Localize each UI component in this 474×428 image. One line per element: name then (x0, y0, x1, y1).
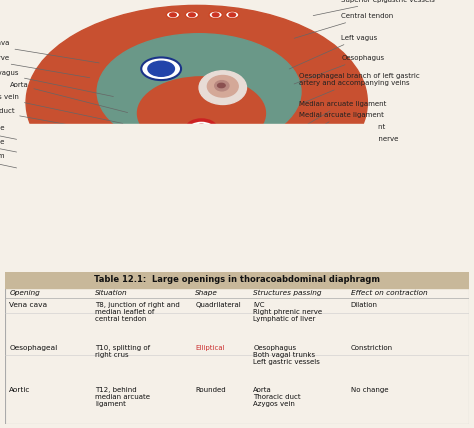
Circle shape (191, 179, 198, 183)
Text: Effect on contraction: Effect on contraction (351, 290, 428, 296)
Ellipse shape (215, 80, 229, 91)
Circle shape (206, 148, 214, 153)
Text: Subcostal vessels and nerve: Subcostal vessels and nerve (299, 136, 398, 159)
Circle shape (212, 13, 219, 17)
Circle shape (206, 158, 214, 163)
Circle shape (148, 61, 174, 76)
Text: Superior epigastric vessels: Superior epigastric vessels (313, 0, 435, 15)
Text: Left crus of diaphragm: Left crus of diaphragm (299, 148, 378, 170)
Circle shape (189, 13, 195, 17)
Circle shape (185, 11, 199, 18)
Text: Medial arcuate ligament: Medial arcuate ligament (299, 112, 383, 137)
Polygon shape (263, 154, 329, 158)
Circle shape (218, 83, 225, 88)
Text: No change: No change (351, 387, 388, 393)
Circle shape (188, 133, 194, 137)
Circle shape (166, 11, 180, 18)
Text: Oesophageal branch of left gastric
artery and accompanying veins: Oesophageal branch of left gastric arter… (299, 73, 419, 103)
Text: Structures passing: Structures passing (253, 290, 322, 297)
Text: Oesophagus: Oesophagus (294, 55, 384, 84)
Circle shape (137, 77, 265, 150)
Ellipse shape (199, 71, 246, 104)
Circle shape (141, 57, 181, 80)
Text: Opening: Opening (9, 290, 40, 296)
Circle shape (187, 120, 216, 136)
Text: T10, splitting of
right crus: T10, splitting of right crus (95, 345, 150, 358)
Polygon shape (102, 149, 168, 153)
Circle shape (206, 138, 214, 143)
Polygon shape (225, 124, 246, 194)
Text: Fig. 12.16:  Structures passing through the diaphragm: Fig. 12.16: Structures passing through t… (100, 253, 308, 262)
Circle shape (206, 169, 214, 173)
Polygon shape (102, 154, 168, 158)
Circle shape (26, 6, 367, 199)
Text: Dilation: Dilation (351, 302, 378, 308)
Ellipse shape (207, 75, 238, 97)
Polygon shape (263, 149, 329, 153)
Text: Vena cava: Vena cava (9, 302, 47, 308)
Text: Constriction: Constriction (351, 345, 393, 351)
Text: Table 12.1:  Large openings in thoracoabdominal diaphragm: Table 12.1: Large openings in thoracoabd… (94, 275, 380, 284)
Text: Sympathetic trunk: Sympathetic trunk (299, 160, 364, 181)
Circle shape (206, 179, 214, 183)
Polygon shape (102, 144, 168, 149)
Circle shape (191, 148, 198, 153)
Text: IVC
Right phrenic nerve
Lymphatic of liver: IVC Right phrenic nerve Lymphatic of liv… (253, 302, 322, 322)
Text: Azygos vein: Azygos vein (0, 94, 123, 123)
Circle shape (209, 11, 222, 18)
Polygon shape (182, 124, 209, 210)
Circle shape (191, 138, 198, 143)
Text: Greater splanchnic nerve: Greater splanchnic nerve (0, 125, 99, 156)
Text: Shape: Shape (195, 290, 218, 296)
Text: Lesser splanchnic nerve: Lesser splanchnic nerve (0, 139, 99, 168)
Text: Thoracic duct: Thoracic duct (0, 107, 113, 133)
Text: Right vagus: Right vagus (0, 70, 113, 96)
Circle shape (195, 124, 208, 132)
FancyBboxPatch shape (5, 272, 469, 288)
Text: T8, junction of right and
median leaflet of
central tendon: T8, junction of right and median leaflet… (95, 302, 180, 322)
Text: Median arcuate ligament: Median arcuate ligament (299, 101, 386, 127)
Text: Rounded: Rounded (195, 387, 226, 393)
Text: Situation: Situation (95, 290, 128, 296)
Bar (17, 124, 377, 270)
Text: T12, behind
median arcuate
ligament: T12, behind median arcuate ligament (95, 387, 150, 407)
Circle shape (229, 13, 236, 17)
Text: Left vagus: Left vagus (289, 35, 377, 69)
Text: Oesophageal: Oesophageal (9, 345, 58, 351)
Text: Aortic: Aortic (9, 387, 31, 393)
Text: Oesophagus
Both vagal trunks
Left gastric vessels: Oesophagus Both vagal trunks Left gastri… (253, 345, 320, 365)
Circle shape (97, 34, 301, 150)
Circle shape (191, 169, 198, 173)
Text: Central tendon: Central tendon (294, 13, 393, 38)
Text: Quadrilateral: Quadrilateral (195, 302, 241, 308)
Circle shape (226, 11, 239, 18)
Text: Right phrenic nerve: Right phrenic nerve (0, 55, 90, 78)
Polygon shape (263, 144, 329, 149)
Text: Lateral arcuate ligament: Lateral arcuate ligament (299, 124, 385, 148)
Text: Aorta
Thoracic duct
Azygos vein: Aorta Thoracic duct Azygos vein (253, 387, 301, 407)
Text: Elliptical: Elliptical (195, 345, 225, 351)
Circle shape (170, 13, 176, 17)
Text: Right crus of diaphragm: Right crus of diaphragm (0, 153, 99, 185)
Text: Aorta: Aorta (9, 82, 128, 113)
Text: Inferior vena cava: Inferior vena cava (0, 40, 99, 63)
Circle shape (191, 158, 198, 163)
